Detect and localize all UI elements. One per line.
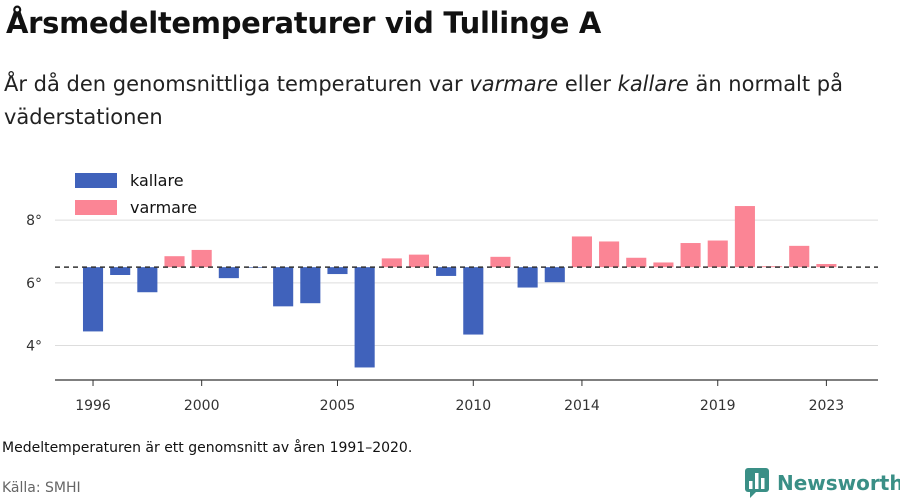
y-tick-label: 6°	[26, 276, 42, 292]
bar-2000	[191, 249, 212, 268]
bar-2009	[436, 267, 457, 276]
bar-2011	[490, 256, 511, 268]
legend: kallare varmare	[75, 171, 197, 217]
bar-1998	[137, 267, 158, 293]
x-tick-label: 2019	[700, 398, 736, 414]
y-tick-label: 8°	[26, 213, 42, 229]
bar-layer	[82, 206, 837, 368]
subtitle-cold-word: kallare	[617, 72, 689, 96]
temperature-bar-chart: 4° 6° 8° 1996 2000 2005 2010 2014 2019 2023 kalla…	[26, 171, 878, 414]
bar-2018	[680, 243, 701, 268]
legend-label-kallare: kallare	[130, 171, 184, 190]
source-note: Källa: SMHI	[2, 480, 81, 496]
bar-2001	[218, 267, 239, 279]
legend-swatch-varmare	[75, 200, 117, 215]
newsworthy-logo[interactable]: Newsworthy	[745, 468, 900, 498]
subtitle-text-2: eller	[558, 72, 618, 96]
bar-2014	[571, 236, 592, 268]
chart-title: Årsmedeltemperaturer vid Tullinge A	[6, 6, 602, 40]
x-tick-label: 2010	[455, 398, 491, 414]
y-tick-label: 4°	[26, 339, 42, 355]
bar-1996	[82, 267, 104, 332]
x-tick-label: 1996	[75, 398, 111, 414]
newsworthy-bar-chart-icon	[745, 468, 769, 498]
subtitle-warm-word: varmare	[469, 72, 559, 96]
bar-2017	[653, 262, 674, 268]
bar-2004	[300, 267, 321, 304]
logo-text: Newsworthy	[777, 471, 900, 495]
legend-swatch-kallare	[75, 173, 117, 188]
bar-2006	[354, 267, 375, 368]
bar-2012	[517, 267, 538, 288]
footnote: Medeltemperaturen är ett genomsnitt av å…	[2, 440, 413, 456]
bar-2013	[544, 267, 565, 283]
bar-2021	[762, 266, 783, 268]
legend-label-varmare: varmare	[130, 198, 197, 217]
subtitle-text-3: än normalt på väderstationen	[4, 72, 843, 129]
axis-layer: 4° 6° 8° 1996 2000 2005 2010 2014 2019 2023	[26, 213, 878, 414]
bar-1999	[164, 256, 185, 268]
subtitle-text-1: År då den genomsnittliga temperaturen va…	[4, 72, 470, 96]
bar-1997	[110, 267, 131, 275]
bar-2020	[734, 206, 755, 268]
chart-subtitle: År då den genomsnittliga temperaturen va…	[4, 68, 884, 134]
bar-2003	[273, 267, 294, 307]
bar-2008	[408, 254, 430, 268]
bar-2005	[327, 267, 348, 275]
x-tick-label: 2000	[184, 398, 220, 414]
bar-2010	[463, 267, 484, 335]
bar-2022	[789, 245, 810, 268]
x-tick-label: 2005	[320, 398, 356, 414]
bar-2023	[816, 264, 837, 268]
x-tick-label: 2014	[564, 398, 600, 414]
bar-2007	[381, 258, 402, 268]
bar-2019	[707, 240, 728, 268]
x-tick-label: 2023	[809, 398, 845, 414]
bar-2015	[599, 241, 620, 268]
bar-2016	[626, 257, 647, 268]
